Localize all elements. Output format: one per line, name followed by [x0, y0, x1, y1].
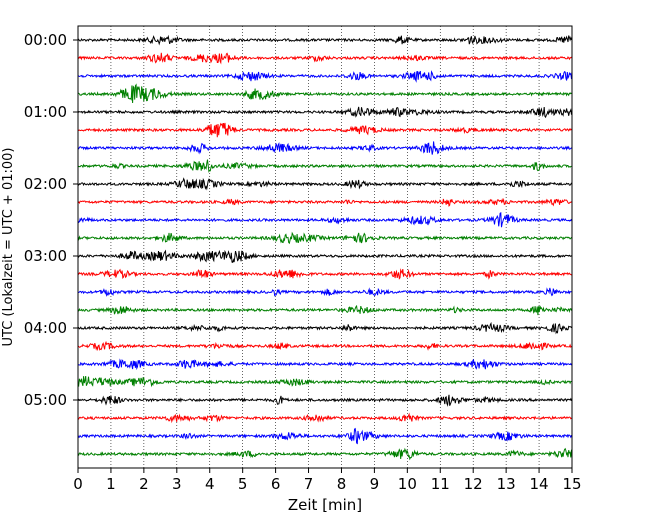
x-tick-label-6: 6	[271, 475, 281, 493]
x-tick-label-9: 9	[370, 475, 380, 493]
trace-7	[77, 159, 572, 173]
x-axis-label: Zeit [min]	[288, 496, 362, 514]
trace-14	[77, 287, 572, 297]
trace-5	[77, 122, 572, 138]
y-axis-label: UTC (Lokalzeit = UTC + 01:00)	[1, 148, 16, 347]
trace-17	[77, 340, 572, 352]
x-tick-label-12: 12	[464, 475, 483, 493]
y-tick-label-0: 00:00	[24, 31, 67, 49]
y-tick-label-3: 03:00	[24, 247, 67, 265]
trace-8	[77, 177, 572, 191]
trace-23	[77, 447, 572, 461]
trace-2	[77, 70, 572, 83]
x-tick-label-7: 7	[304, 475, 314, 493]
x-tick-label-15: 15	[562, 475, 581, 493]
x-tick-label-11: 11	[431, 475, 450, 493]
plot-frame	[77, 25, 573, 469]
trace-19	[77, 375, 572, 388]
trace-9	[77, 197, 572, 207]
trace-20	[77, 394, 572, 407]
trace-1	[77, 52, 572, 65]
x-axis-ticks: 0 1 2 3 4 5 6 7 8 9 10 11 12 13 14 15	[73, 468, 582, 493]
x-tick-label-1: 1	[106, 475, 116, 493]
x-tick-label-8: 8	[337, 475, 347, 493]
trace-0	[77, 34, 572, 46]
plot-background	[78, 26, 572, 468]
x-tick-label-4: 4	[205, 475, 215, 493]
trace-12	[77, 249, 572, 264]
x-tick-label-13: 13	[497, 475, 516, 493]
x-tick-label-0: 0	[73, 475, 83, 493]
x-tick-label-5: 5	[238, 475, 248, 493]
trace-21	[77, 412, 572, 424]
trace-4	[77, 106, 572, 119]
y-tick-label-4: 04:00	[24, 319, 67, 337]
seismic-traces	[77, 34, 572, 461]
trace-3	[77, 83, 572, 104]
y-axis-ticks: 00:00 01:00 02:00 03:00 04:00 05:00	[24, 31, 78, 409]
y-tick-label-5: 05:00	[24, 391, 67, 409]
trace-10	[77, 212, 572, 228]
x-tick-label-14: 14	[530, 475, 549, 493]
x-tick-label-10: 10	[398, 475, 417, 493]
trace-18	[77, 358, 572, 371]
trace-22	[77, 427, 572, 445]
y-tick-label-1: 01:00	[24, 103, 67, 121]
x-tick-label-3: 3	[172, 475, 182, 493]
trace-11	[77, 231, 572, 245]
x-tick-label-2: 2	[139, 475, 149, 493]
trace-13	[77, 268, 572, 280]
trace-6	[77, 141, 572, 155]
trace-15	[77, 304, 572, 316]
y-tick-label-2: 02:00	[24, 175, 67, 193]
trace-16	[77, 321, 572, 335]
